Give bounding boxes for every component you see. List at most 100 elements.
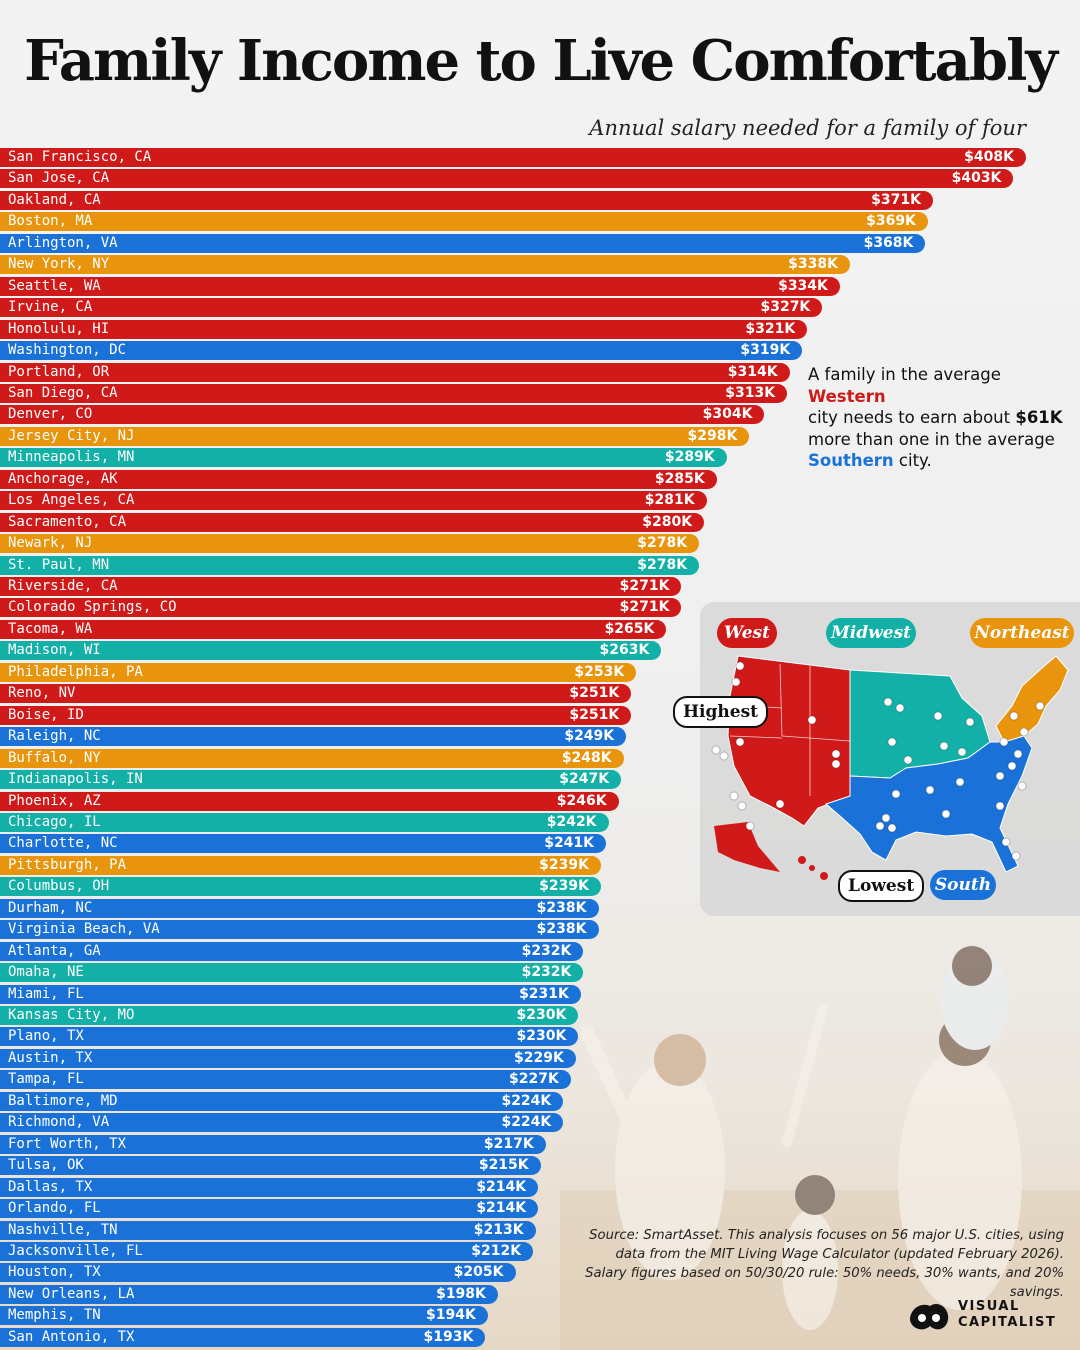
bar-value-label: $271K <box>619 578 670 594</box>
bar-value-label: $314K <box>727 363 778 380</box>
bar: Dallas, TX $214K <box>0 1177 539 1197</box>
bar: Los Angeles, CA $281K <box>0 491 707 511</box>
bar-value-label: $242K <box>546 813 597 830</box>
bar: Richmond, VA $224K <box>0 1113 564 1133</box>
bar-label: Tulsa, OK <box>8 1157 84 1174</box>
bar-label: New Orleans, LA <box>8 1285 135 1302</box>
bar-label: Columbus, OH <box>8 878 110 895</box>
bar-label: Honolulu, HI <box>8 320 110 337</box>
bar-label: Pittsburgh, PA <box>8 856 127 873</box>
bar-value-label: $403K <box>951 170 1002 187</box>
bar: San Jose, CA $403K <box>0 169 1014 189</box>
bar: Boston, MA $369K <box>0 212 928 232</box>
bar-value-label: $230K <box>516 1028 567 1045</box>
bar-label: Jacksonville, FL <box>8 1242 143 1259</box>
note-text: city needs to earn about <box>808 408 1016 427</box>
note-south-highlight: Southern <box>808 451 894 470</box>
bar-label: Memphis, TN <box>8 1307 101 1324</box>
source-line: Source: SmartAsset. This analysis focuse… <box>589 1228 1064 1243</box>
bar-label: Houston, TX <box>8 1264 101 1281</box>
bar: Memphis, TN $194K <box>0 1306 488 1326</box>
bar-label: Oakland, CA <box>8 191 101 208</box>
bar-value-label: $205K <box>453 1264 504 1281</box>
bar-value-label: $217K <box>483 1135 534 1152</box>
source-note: Source: SmartAsset. This analysis focuse… <box>544 1226 1064 1302</box>
bar-label: Newark, NJ <box>8 535 93 552</box>
bar-label: Minneapolis, MN <box>8 449 135 466</box>
logo-line: VISUAL <box>958 1299 1020 1314</box>
bar-label: Atlanta, GA <box>8 942 101 959</box>
bar-value-label: $334K <box>778 277 828 294</box>
bar-label: Omaha, NE <box>8 964 84 981</box>
highest-callout: Highest <box>673 696 769 728</box>
bar: Minneapolis, MN $289K <box>0 448 727 468</box>
bar-value-label: $241K <box>544 835 595 852</box>
bar: Columbus, OH $239K <box>0 877 601 897</box>
us-region-map <box>711 655 1069 880</box>
bar-label: Colorado Springs, CO <box>8 599 177 616</box>
note-text: city. <box>893 451 932 470</box>
bar: Anchorage, AK $285K <box>0 469 717 489</box>
bar-value-label: $238K <box>536 921 587 938</box>
bar-label: Anchorage, AK <box>8 470 118 487</box>
bar-value-label: $263K <box>599 642 650 659</box>
bar-value-label: $230K <box>516 1007 567 1023</box>
bar: Madison, WI $263K <box>0 641 662 661</box>
region-map-panel: West Midwest Northeast South <box>673 602 1080 916</box>
bar: Riverside, CA $271K <box>0 577 682 596</box>
bar-value-label: $214K <box>476 1178 527 1195</box>
bar-label: Reno, NV <box>8 685 76 702</box>
legend-midwest: Midwest <box>826 618 916 648</box>
chart-subtitle: Annual salary needed for a family of fou… <box>589 116 1026 140</box>
bar: Houston, TX $205K <box>0 1263 516 1283</box>
bar-value-label: $371K <box>871 191 921 208</box>
bar-value-label: $248K <box>561 749 612 766</box>
bar: Indianapolis, IN $247K <box>0 770 622 790</box>
bar-label: Boise, ID <box>8 706 84 723</box>
bar: Denver, CO $304K <box>0 405 765 425</box>
bar-label: San Antonio, TX <box>8 1328 135 1345</box>
bar: Seattle, WA $334K <box>0 276 840 296</box>
bar-value-label: $247K <box>559 771 610 788</box>
bar: Omaha, NE $232K <box>0 963 584 983</box>
bar: Phoenix, AZ $246K <box>0 791 619 811</box>
bar-label: Irvine, CA <box>8 299 93 316</box>
bar: Tacoma, WA $265K <box>0 619 667 639</box>
bar-label: Portland, OR <box>8 363 110 380</box>
bar-label: Jersey City, NJ <box>8 427 135 444</box>
bar-value-label: $212K <box>471 1242 522 1259</box>
logo-line: CAPITALIST <box>958 1315 1057 1330</box>
bar-value-label: $271K <box>619 599 670 616</box>
bar-value-label: $227K <box>509 1071 559 1088</box>
bar-label: Virginia Beach, VA <box>8 921 160 938</box>
bar: Honolulu, HI $321K <box>0 319 808 339</box>
bar-value-label: $215K <box>478 1157 529 1174</box>
bar-label: Chicago, IL <box>8 813 101 830</box>
legend-south: South <box>930 870 996 900</box>
bar-value-label: $214K <box>476 1200 527 1217</box>
bar-label: Riverside, CA <box>8 578 118 594</box>
bar-label: Miami, FL <box>8 985 84 1002</box>
bar: San Francisco, CA $408K <box>0 148 1026 167</box>
bar-label: Richmond, VA <box>8 1114 110 1131</box>
bar-value-label: $239K <box>539 878 589 895</box>
source-line: Salary figures based on 50/30/20 rule: 5… <box>585 1266 1064 1300</box>
bar: St. Paul, MN $278K <box>0 555 700 575</box>
bar: Nashville, TN $213K <box>0 1220 536 1240</box>
bar-value-label: $369K <box>866 213 916 230</box>
bar-label: San Jose, CA <box>8 170 110 187</box>
bar-label: Dallas, TX <box>8 1178 93 1195</box>
bar: Irvine, CA $327K <box>0 298 823 318</box>
bar: San Diego, CA $313K <box>0 383 788 403</box>
bar: Virginia Beach, VA $238K <box>0 920 599 940</box>
bar-value-label: $321K <box>745 320 796 337</box>
bar-label: Los Angeles, CA <box>8 492 135 509</box>
bar-value-label: $231K <box>519 985 569 1002</box>
note-west-highlight: Western <box>808 386 886 406</box>
bar-value-label: $338K <box>788 256 838 273</box>
bar-value-label: $224K <box>501 1114 552 1131</box>
bar-label: Buffalo, NY <box>8 749 101 766</box>
bar-label: Boston, MA <box>8 213 93 230</box>
chart-title: Family Income to Live Comfortably <box>24 28 1058 94</box>
